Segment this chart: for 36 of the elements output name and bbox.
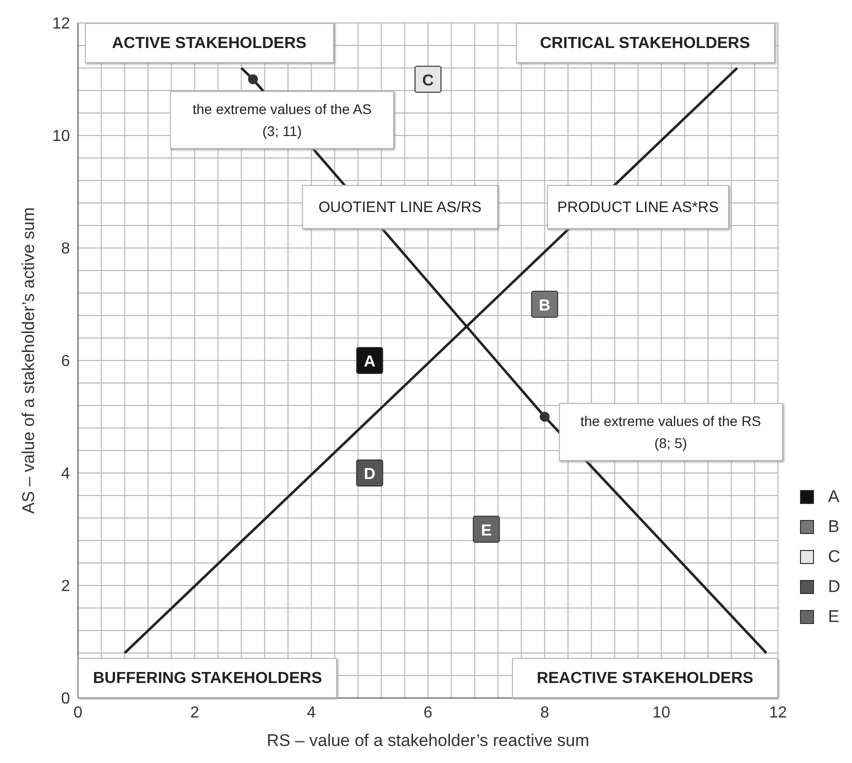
x-tick-label: 4 [306, 704, 316, 722]
text-box: REACTIVE STAKEHOLDERS [512, 658, 778, 698]
point [540, 412, 550, 422]
text: E [480, 522, 492, 540]
text-box: BUFFERING STAKEHOLDERS [78, 658, 337, 698]
text-box: the extreme values of the RS (8; 5) [558, 402, 783, 461]
x-axis-title: RS – value of a stakeholder’s reactive sum [266, 731, 590, 750]
y-tick-label: 6 [61, 353, 70, 370]
x-tick-label: 10 [652, 704, 670, 722]
x-tick-label: 2 [190, 704, 200, 722]
y-tick-label: 0 [61, 690, 70, 708]
text: D [364, 466, 376, 483]
y-tick-label: 4 [61, 466, 70, 483]
legend-label: B [828, 517, 840, 537]
text: C [422, 72, 434, 90]
x-tick-label: 8 [540, 704, 550, 722]
legend-label: C [828, 547, 840, 567]
text-box: CRITICAL STAKEHOLDERS [516, 23, 774, 63]
legend-label: A [828, 487, 840, 507]
text: A [364, 354, 376, 370]
text-box: the extreme values of the AS (3; 11) [170, 91, 394, 150]
x-tick-label: 0 [74, 704, 83, 722]
y-tick-label: 8 [61, 240, 70, 258]
x-tick-label: 12 [769, 704, 787, 722]
y-axis-title: AS – value of a stakeholder’s active sum [19, 207, 38, 514]
point [248, 74, 258, 84]
legend-label: D [828, 577, 840, 597]
text-box: PRODUCT LINE AS*RS [547, 185, 729, 229]
text: B [538, 297, 550, 314]
text-box: OUOTIENT LINE AS/RS [302, 185, 498, 229]
text-box: ACTIVE STAKEHOLDERS [85, 23, 334, 63]
y-tick-label: 2 [61, 578, 70, 596]
y-tick-label: 12 [52, 16, 70, 33]
x-tick-label: 6 [424, 704, 433, 722]
y-tick-label: 10 [52, 128, 70, 146]
legend-label: E [828, 607, 840, 627]
